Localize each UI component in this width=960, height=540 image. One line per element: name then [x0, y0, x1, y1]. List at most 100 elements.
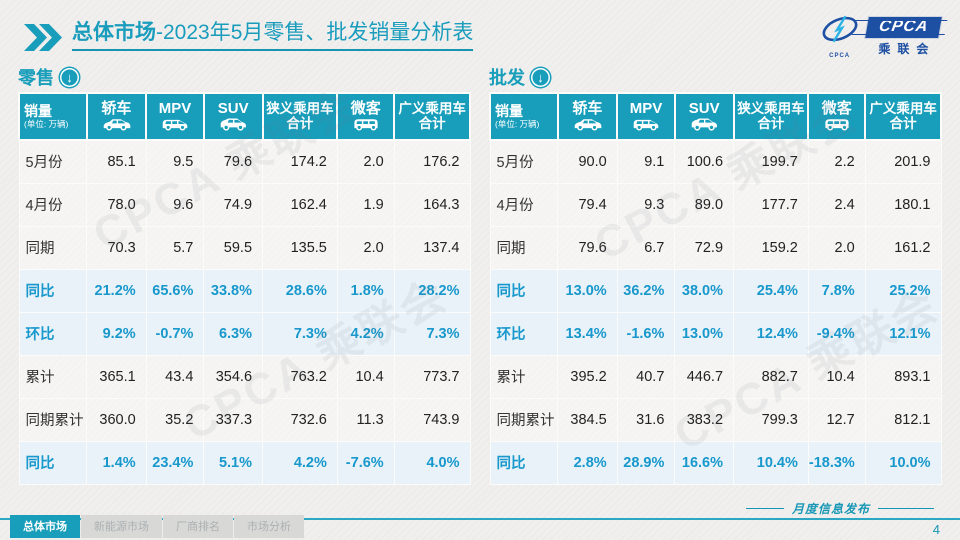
column-header-suv: SUV	[673, 92, 735, 141]
cell-value: 4.2%	[336, 311, 395, 356]
cell-value: 35.2	[145, 397, 205, 442]
cell-value: -9.4%	[807, 311, 866, 356]
retail-section-header: 零售 ↓	[18, 64, 471, 90]
down-arrow-icon: ↓	[531, 67, 550, 87]
cell-value: 70.3	[86, 225, 147, 270]
cell-value: -18.3%	[807, 440, 866, 485]
cell-value: 43.4	[145, 354, 205, 399]
footer-tab-新能源市场[interactable]: 新能源市场	[81, 515, 162, 538]
cell-value: 2.0	[336, 225, 395, 270]
cell-value: 4.2%	[262, 440, 338, 485]
cell-value: 882.7	[733, 354, 809, 399]
retail-section-title: 零售	[18, 68, 54, 88]
cell-value: 162.4	[262, 182, 338, 227]
minibus-icon	[809, 117, 864, 132]
cell-value: 365.1	[86, 354, 147, 399]
row-label: 同比	[489, 440, 559, 485]
cell-value: 10.4%	[733, 440, 809, 485]
column-header-suv: SUV	[202, 92, 264, 141]
cell-value: 59.5	[203, 225, 264, 270]
cell-value: 25.2%	[864, 268, 942, 313]
cell-value: 33.8%	[203, 268, 264, 313]
cell-value: 6.7	[616, 225, 676, 270]
wholesale-section-title: 批发	[489, 68, 525, 88]
row-label: 累计	[489, 354, 559, 399]
cell-value: 180.1	[864, 182, 942, 227]
cpca-emblem-icon: CPCA	[817, 14, 863, 59]
cell-value: 2.2	[807, 139, 866, 184]
cell-value: 199.7	[733, 139, 809, 184]
column-header-狭义乘用车: 狭义乘用车 合计	[732, 92, 810, 141]
table-row: 同比 13.0% 36.2% 38.0% 25.4% 7.8% 25.2%	[489, 268, 942, 313]
cell-value: -1.6%	[616, 311, 676, 356]
table-row: 同比 2.8% 28.9% 16.6% 10.4% -18.3% 10.0%	[489, 440, 942, 485]
mpv-icon	[618, 117, 674, 132]
footer-note-text: 月度信息发布	[791, 502, 870, 516]
cell-value: 5.1%	[203, 440, 264, 485]
cell-value: 89.0	[674, 182, 735, 227]
cell-value: 164.3	[393, 182, 471, 227]
cell-value: 201.9	[864, 139, 942, 184]
cell-value: 40.7	[616, 354, 676, 399]
cell-value: 12.7	[807, 397, 866, 442]
suv-icon	[676, 117, 733, 132]
cell-value: 72.9	[674, 225, 735, 270]
main-content: 零售 ↓ CPCA 乘联会 CPCA 乘联会 销量 (单位: 万辆) 轿车 MPV SU…	[0, 60, 960, 485]
footer-tab-总体市场[interactable]: 总体市场	[10, 515, 80, 538]
page-title-section: 总体市场	[72, 21, 156, 44]
cell-value: 28.6%	[262, 268, 338, 313]
cell-value: 85.1	[86, 139, 147, 184]
header-row: 销量 (单位: 万辆) 轿车 MPV SUV 狭义乘用车 合计 微客 广义乘用车 合计	[18, 92, 471, 141]
cell-value: 12.4%	[733, 311, 809, 356]
table-row: 同比 21.2% 65.6% 33.8% 28.6% 1.8% 28.2%	[18, 268, 471, 313]
cell-value: 13.4%	[557, 311, 618, 356]
cell-value: 9.2%	[86, 311, 147, 356]
row-label: 5月份	[489, 139, 559, 184]
cpca-chinese-name: 乘联会	[878, 41, 936, 56]
column-header-轿车: 轿车	[556, 92, 619, 141]
table-row: 同期 79.6 6.7 72.9 159.2 2.0 161.2	[489, 225, 942, 270]
cell-value: 176.2	[393, 139, 471, 184]
cell-value: 13.0%	[674, 311, 735, 356]
cell-value: 2.0	[336, 139, 395, 184]
cell-value: 2.8%	[557, 440, 618, 485]
cell-value: 9.1	[616, 139, 676, 184]
footer-tab-厂商排名[interactable]: 厂商排名	[163, 515, 233, 538]
table-row: 环比 9.2% -0.7% 6.3% 7.3% 4.2% 7.3%	[18, 311, 471, 356]
table-row: 5月份 90.0 9.1 100.6 199.7 2.2 201.9	[489, 139, 942, 184]
cell-value: 383.2	[674, 397, 735, 442]
header-row: 销量 (单位: 万辆) 轿车 MPV SUV 狭义乘用车 合计 微客 广义乘用车 合计	[489, 92, 942, 141]
table-row: 同期累计 360.0 35.2 337.3 732.6 11.3 743.9	[18, 397, 471, 442]
cell-value: 174.2	[262, 139, 338, 184]
cell-value: 4.0%	[393, 440, 471, 485]
row-label: 同比	[18, 268, 88, 313]
cell-value: 137.4	[393, 225, 471, 270]
cell-value: 36.2%	[616, 268, 676, 313]
cell-value: 161.2	[864, 225, 942, 270]
column-header-sales: 销量 (单位: 万辆)	[489, 92, 559, 141]
cell-value: 10.4	[336, 354, 395, 399]
cell-value: 23.4%	[145, 440, 205, 485]
table-row: 同期累计 384.5 31.6 383.2 799.3 12.7 812.1	[489, 397, 942, 442]
table-row: 同比 1.4% 23.4% 5.1% 4.2% -7.6% 4.0%	[18, 440, 471, 485]
footer-tab-市场分析[interactable]: 市场分析	[234, 515, 304, 538]
wholesale-section-header: 批发 ↓	[489, 64, 942, 90]
cell-value: 28.2%	[393, 268, 471, 313]
row-label: 环比	[18, 311, 88, 356]
cell-value: 5.7	[145, 225, 205, 270]
sedan-icon	[559, 117, 617, 132]
table-row: 累计 365.1 43.4 354.6 763.2 10.4 773.7	[18, 354, 471, 399]
cell-value: 7.3%	[262, 311, 338, 356]
column-header-sales: 销量 (单位: 万辆)	[18, 92, 88, 141]
table-row: 同期 70.3 5.7 59.5 135.5 2.0 137.4	[18, 225, 471, 270]
column-header-广义乘用车: 广义乘用车 合计	[864, 92, 942, 141]
column-header-广义乘用车: 广义乘用车 合计	[393, 92, 471, 141]
cell-value: 812.1	[864, 397, 942, 442]
cell-value: 31.6	[616, 397, 676, 442]
column-header-轿车: 轿车	[85, 92, 148, 141]
cell-value: 135.5	[262, 225, 338, 270]
page-title-rest: -2023年5月零售、批发销量分析表	[156, 21, 474, 44]
cell-value: 78.0	[86, 182, 147, 227]
cell-value: 354.6	[203, 354, 264, 399]
row-label: 同比	[18, 440, 88, 485]
